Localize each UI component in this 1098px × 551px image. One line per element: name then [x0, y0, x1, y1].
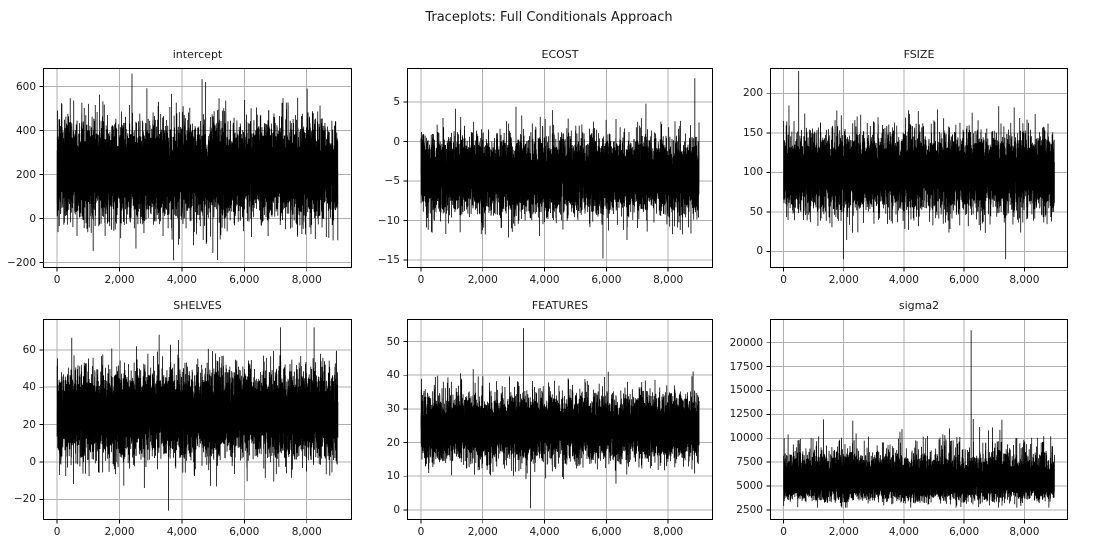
axis-spine — [770, 68, 1068, 268]
x-tick-label: 8,000 — [1009, 526, 1040, 538]
trace-svg — [766, 319, 1068, 524]
y-tick-label: 150 — [742, 126, 763, 139]
y-tick-label: 100 — [742, 166, 763, 179]
x-tick-label: 2,000 — [467, 526, 498, 538]
y-tick-label: 40 — [22, 381, 36, 394]
trace-svg — [39, 319, 352, 524]
subplot-title: FSIZE — [903, 48, 935, 61]
x-tick-label: 6,000 — [229, 526, 260, 538]
subplot-title: FEATURES — [531, 299, 589, 312]
figure-title: Traceplots: Full Conditionals Approach — [425, 10, 673, 25]
x-tick-label: 4,000 — [888, 274, 919, 286]
x-tick-label: 4,000 — [529, 274, 560, 286]
y-tick-label: 17500 — [729, 360, 763, 373]
trace-svg — [403, 319, 713, 524]
x-tick-label: 8,000 — [653, 274, 684, 286]
y-tick-label: 7500 — [736, 456, 763, 469]
y-tick-label: 0 — [393, 135, 400, 148]
trace-polyline — [783, 330, 1055, 508]
y-tick-label: 50 — [749, 205, 763, 218]
trace-polyline — [420, 328, 700, 509]
y-tick-label: −15 — [377, 254, 400, 267]
x-tick-label: 2,000 — [467, 274, 498, 286]
y-tick-label: 12500 — [729, 408, 763, 421]
x-tick-label: 4,000 — [166, 526, 197, 538]
x-tick-label: 0 — [417, 274, 425, 286]
y-tick-label: 0 — [756, 245, 763, 258]
x-tick-label: 6,000 — [229, 274, 260, 286]
y-tick-label: 400 — [15, 124, 36, 137]
y-tick-label: 20 — [22, 418, 36, 431]
y-tick-label: 10 — [386, 470, 400, 483]
axis-spine — [407, 68, 713, 268]
x-tick-label: 0 — [780, 274, 787, 286]
y-tick-label: 15000 — [729, 384, 763, 397]
trace-svg — [766, 68, 1068, 272]
trace-polyline — [56, 327, 339, 511]
x-tick-label: 6,000 — [949, 526, 980, 538]
y-tick-label: −10 — [377, 214, 400, 227]
y-tick-label: 0 — [29, 456, 36, 469]
y-tick-label: 200 — [742, 87, 763, 100]
axis-spine — [43, 319, 352, 520]
subplot-title: SHELVES — [173, 299, 222, 312]
y-tick-label: 20000 — [729, 336, 763, 349]
x-tick-label: 2,000 — [828, 526, 859, 538]
y-tick-label: 5 — [393, 95, 400, 108]
x-tick-label: 0 — [53, 274, 61, 286]
y-tick-label: 200 — [15, 168, 36, 181]
x-tick-label: 0 — [780, 526, 787, 538]
y-tick-label: 2500 — [736, 503, 763, 516]
x-tick-label: 0 — [53, 526, 61, 538]
y-tick-label: 20 — [386, 436, 400, 449]
x-tick-label: 2,000 — [104, 526, 135, 538]
y-tick-label: 50 — [386, 335, 400, 348]
x-tick-label: 4,000 — [166, 274, 197, 286]
x-tick-label: 8,000 — [653, 526, 684, 538]
subplot-title: intercept — [172, 48, 223, 61]
trace-svg — [39, 68, 352, 272]
y-tick-label: 0 — [393, 503, 400, 516]
x-tick-label: 2,000 — [828, 274, 859, 286]
y-tick-label: −20 — [13, 493, 36, 506]
x-tick-label: 4,000 — [888, 526, 919, 538]
y-tick-label: −200 — [7, 256, 36, 269]
x-tick-label: 6,000 — [949, 274, 980, 286]
x-tick-label: 0 — [417, 526, 425, 538]
x-tick-label: 8,000 — [291, 274, 322, 286]
y-tick-label: 30 — [386, 402, 400, 415]
subplot-title: sigma2 — [898, 299, 940, 312]
axis-spine — [770, 319, 1068, 520]
x-tick-label: 6,000 — [591, 526, 622, 538]
y-tick-label: 60 — [22, 343, 36, 356]
trace-polyline — [420, 78, 700, 259]
y-tick-label: 0 — [29, 212, 36, 225]
y-tick-label: 600 — [15, 80, 36, 93]
x-tick-label: 8,000 — [291, 526, 322, 538]
axis-spine — [407, 319, 713, 520]
y-tick-label: −5 — [384, 175, 400, 188]
x-tick-label: 6,000 — [591, 274, 622, 286]
axis-spine — [43, 68, 352, 268]
y-tick-label: 10000 — [729, 432, 763, 445]
x-tick-label: 4,000 — [529, 526, 560, 538]
trace-polyline — [56, 73, 339, 261]
y-tick-label: 40 — [386, 369, 400, 382]
subplot-title: ECOST — [541, 48, 579, 61]
trace-polyline — [783, 71, 1055, 260]
x-tick-label: 8,000 — [1009, 274, 1040, 286]
trace-svg — [403, 68, 713, 272]
y-tick-label: 5000 — [736, 480, 763, 493]
x-tick-label: 2,000 — [104, 274, 135, 286]
